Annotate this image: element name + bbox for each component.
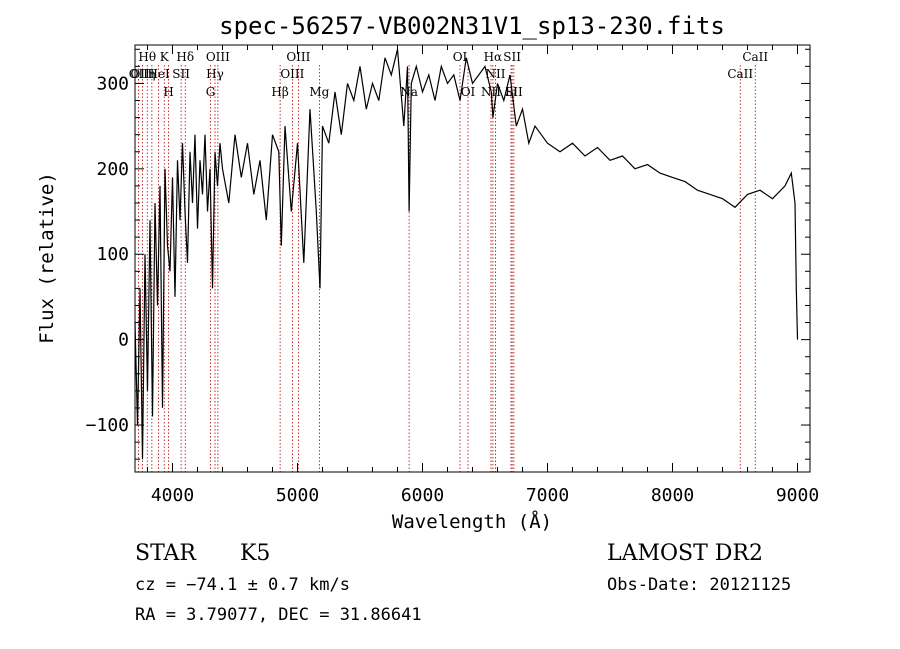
spectral-line-label: K [160,50,170,64]
spectral-line-label: HeI [147,67,170,81]
spectral-line-label: Na [400,85,418,99]
spectral-line-label: OIII [130,67,154,81]
spectral-line-label: OI [461,85,476,99]
y-tick-label: 0 [118,330,129,351]
spectral-line-label: Mg [309,85,329,99]
plot-frame [134,44,811,473]
spectral-line-label: OII [129,67,149,81]
y-tick-label: 300 [96,73,129,94]
spectral-line-label: SII [503,50,521,64]
spectral-line-markers [137,65,756,472]
obs-date: Obs-Date: 20121125 [607,575,791,595]
survey-name: LAMOST DR2 [607,541,763,566]
y-axis-label: Flux (relative) [36,172,58,344]
redshift-cz: cz = −74.1 ± 0.7 km/s [135,575,350,595]
spectral-line-label: CaII [727,67,753,81]
y-tick-label: 200 [96,159,129,180]
spectral-line-label: Hα [484,50,503,64]
spectral-line-label: η [148,67,155,81]
object-class: STAR [135,541,197,566]
spectral-line-label: G [206,85,216,99]
coordinates: RA = 3.79077, DEC = 31.86641 [135,605,422,625]
y-tick-label: 100 [96,244,129,265]
spectral-line-label: SII [505,85,523,99]
x-tick-label: 7000 [526,485,569,506]
spectral-line-label: Hθ [138,50,156,64]
x-axis-label: Wavelength (Å) [392,510,552,533]
spectral-line-label: OI [453,50,468,64]
spectral-line-label: OIII [280,67,304,81]
spectral-line-label: NII [486,67,506,81]
spectral-line-label: Hδ [176,50,194,64]
x-tick-label: 9000 [776,485,819,506]
y-axis: −100 0 100 200 300 [86,48,810,460]
chart-title: spec-56257-VB002N31V1_sp13-230.fits [219,12,725,40]
x-axis: 4000 5000 6000 7000 8000 9000 [147,45,819,506]
spectral-line-label: OIII [286,50,310,64]
spectral-line-label: SII [172,67,190,81]
spectral-line-label: H [163,85,173,99]
spectral-line-label: OIII [206,50,230,64]
spectral-line-label: Li [505,85,517,99]
spectral-line-label: Hγ [206,67,224,81]
y-tick-label: −100 [86,415,129,436]
x-tick-label: 4000 [151,485,194,506]
series-line [134,49,799,460]
x-tick-label: 6000 [401,485,444,506]
object-subclass: K5 [240,541,270,566]
spectral-line-label: CaII [742,50,768,64]
x-tick-label: 5000 [276,485,319,506]
spectral-line-label: Hβ [271,85,288,99]
x-tick-label: 8000 [651,485,694,506]
